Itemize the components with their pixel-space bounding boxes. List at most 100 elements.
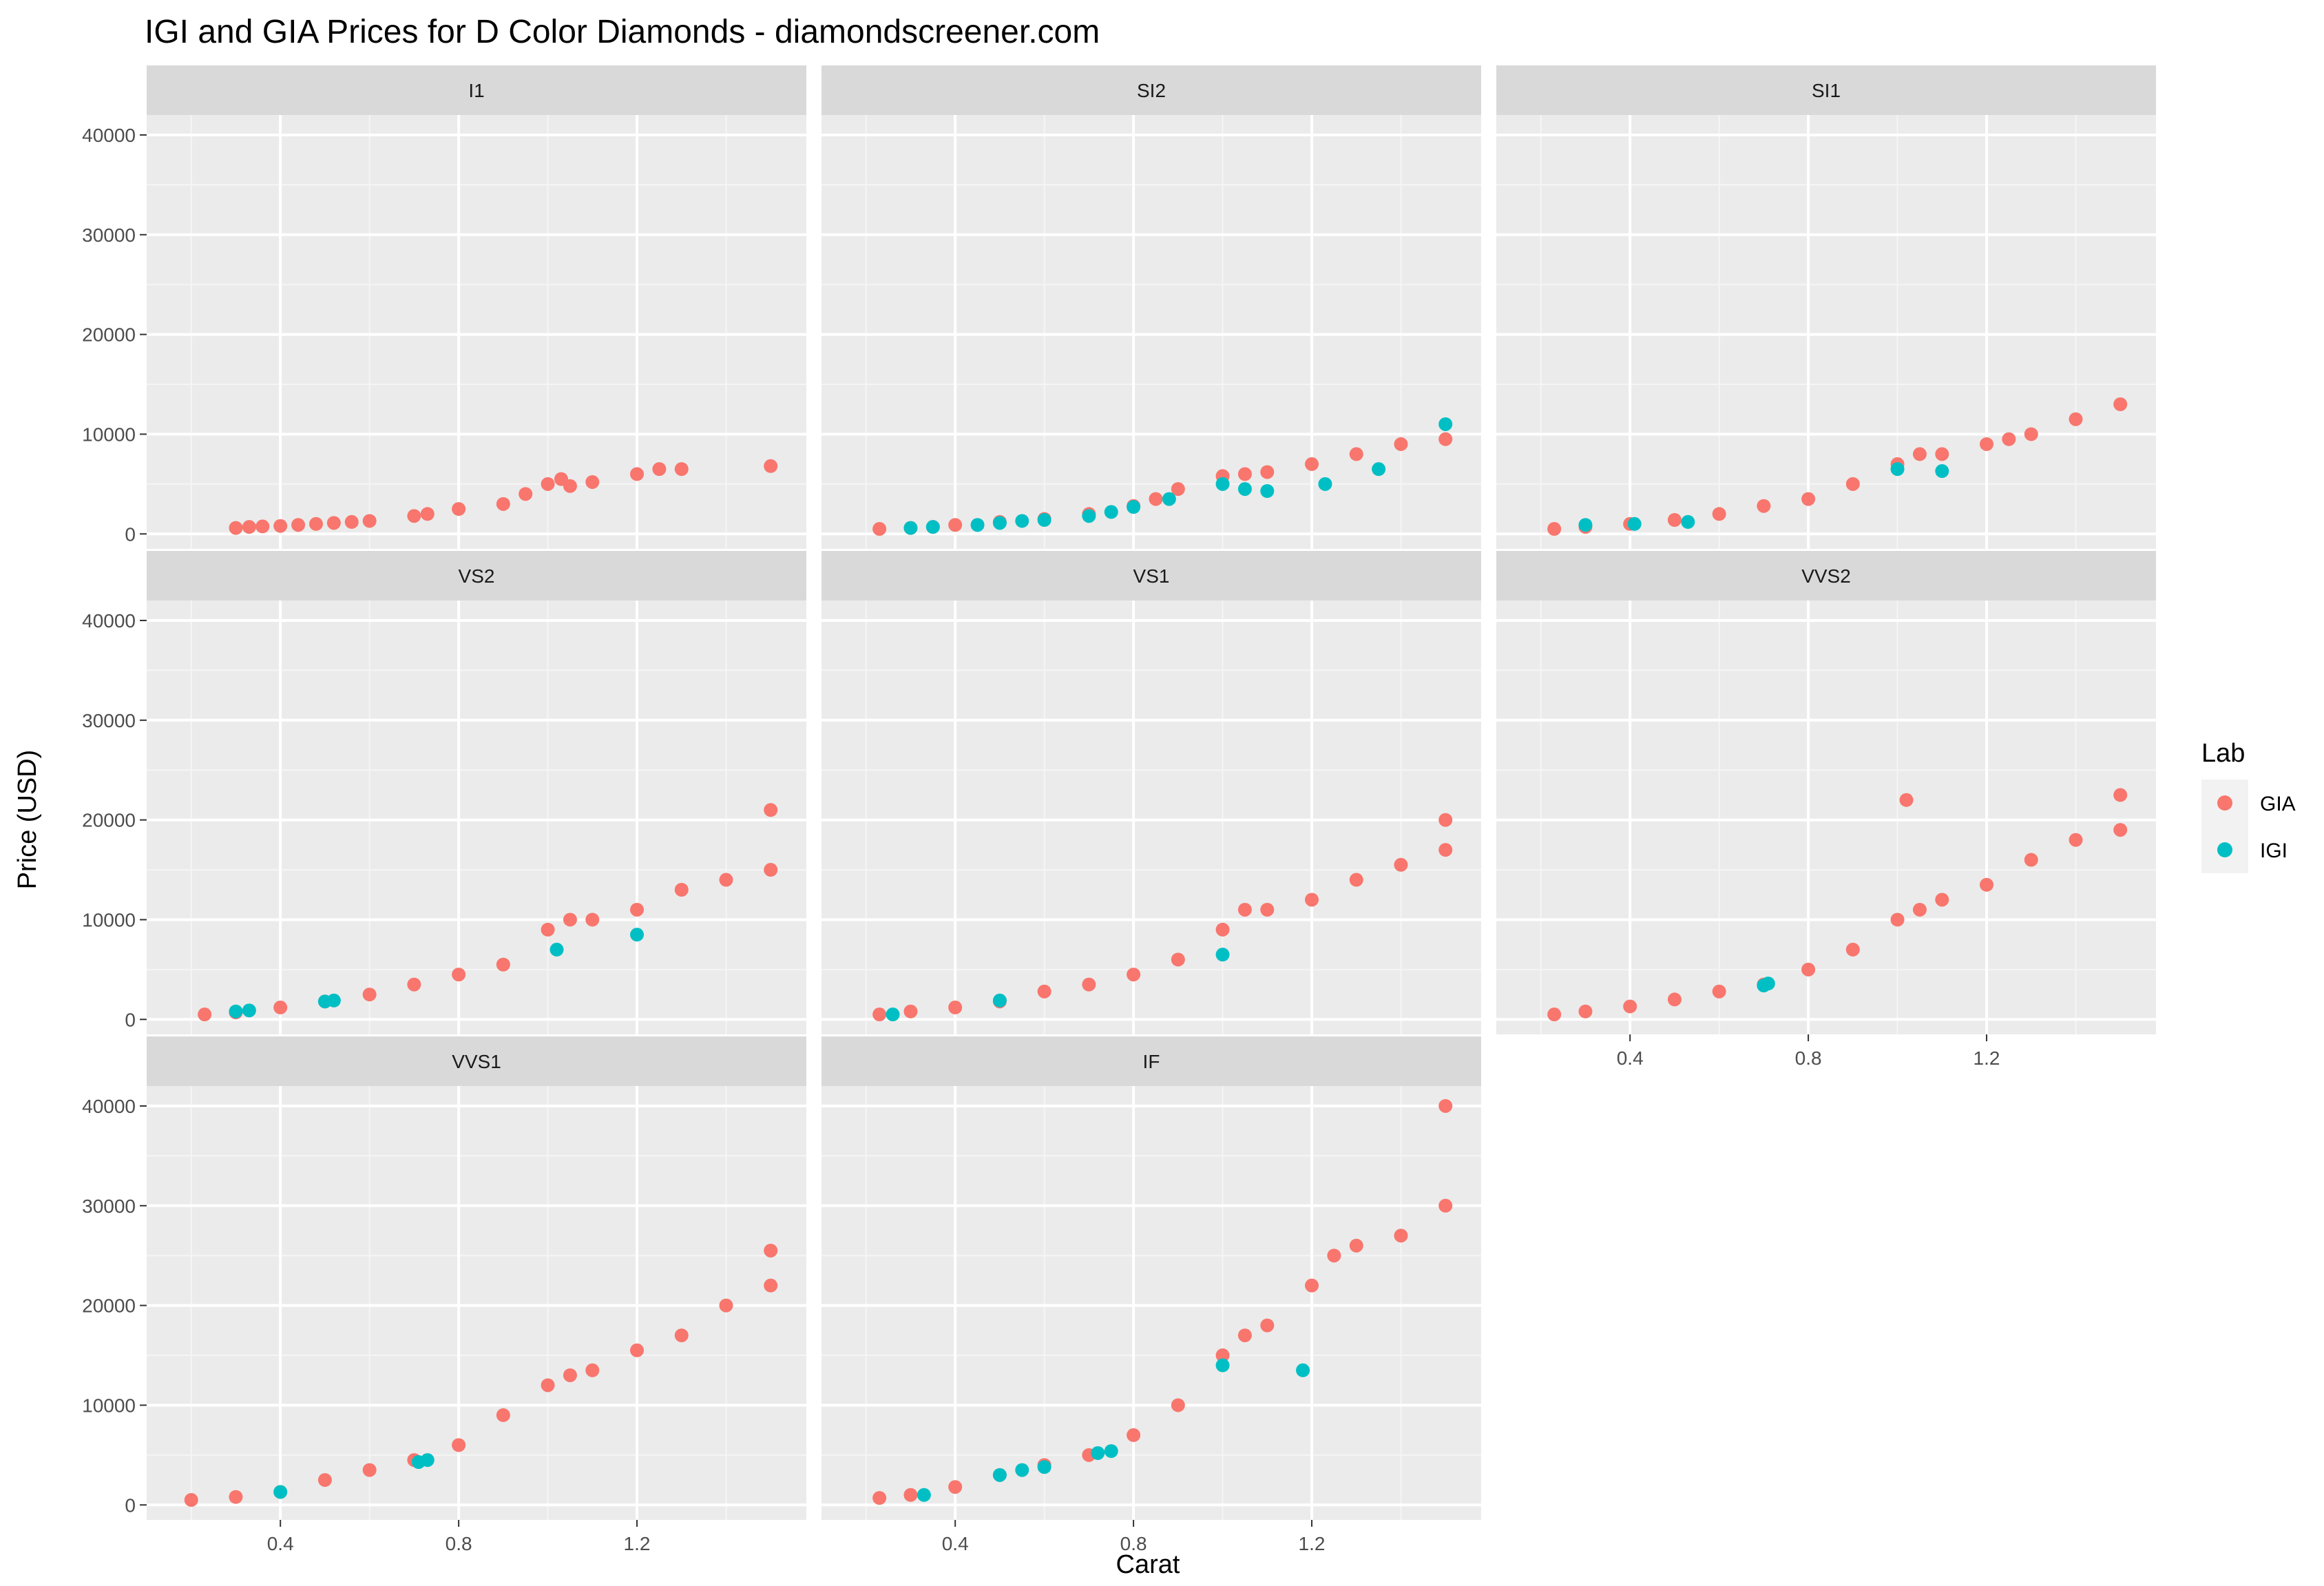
data-point-gia [2069,833,2083,847]
panel-background-vvs1 [147,1086,806,1520]
data-point-gia [1171,952,1185,967]
data-point-gia [1237,1328,1252,1343]
data-point-gia [1547,522,1562,536]
panel-background-vs2 [147,601,806,1034]
data-point-igi [992,1468,1007,1482]
data-point-gia [541,1378,555,1392]
data-point-gia [1037,984,1051,999]
facet-strip-label-vvs1: VVS1 [452,1051,501,1072]
data-point-gia [362,988,377,1002]
y-tick-label: 0 [125,1494,136,1516]
facet-strip-vs1 [821,551,1481,601]
legend-marker-gia [2217,795,2232,811]
facet-vvs1: VVS1 0 10000 20000 30000 40000 0.4 0.8 1.2 [82,1036,806,1554]
x-tick-label: 1.2 [1299,1533,1326,1554]
data-point-gia [1845,942,1860,957]
y-tick-label: 30000 [82,1196,136,1217]
data-point-gia [1305,893,1319,907]
y-axis-title: Price (USD) [13,750,42,890]
legend: Lab GIA IGI [2201,739,2296,873]
legend-label-gia: GIA [2260,793,2296,815]
data-point-igi [1438,417,1453,431]
y-tick-label: 20000 [82,324,136,346]
y-tick-label: 10000 [82,1395,136,1416]
data-point-gia [719,873,733,887]
facet-i1: I1 0 10000 20000 30000 40000 [82,65,806,549]
data-point-gia [1349,1238,1363,1253]
facet-strip-si2 [821,65,1481,115]
data-point-gia [674,883,689,897]
data-point-gia [764,863,778,877]
data-point-igi [1215,948,1230,962]
panel-background-si1 [1496,115,2156,549]
data-point-gia [872,1491,887,1505]
data-point-igi [1260,484,1275,498]
facet-panels: I1 0 10000 20000 30000 40000 SI2 SI1 VS2 0 10000 20… [82,65,2156,1554]
data-point-gia [1935,447,1949,461]
facet-vs2: VS2 0 10000 20000 30000 40000 [82,551,806,1034]
data-point-gia [630,467,645,481]
data-point-gia [1438,432,1453,446]
data-point-igi [242,1003,256,1018]
data-point-gia [764,1243,778,1258]
data-point-gia [1171,1398,1185,1412]
data-point-gia [519,487,533,501]
data-point-gia [496,497,510,511]
facet-vs1: VS1 [821,551,1481,1034]
data-point-gia [764,1278,778,1293]
data-point-igi [1037,513,1051,527]
data-point-gia [1394,437,1408,451]
facet-si2: SI2 [821,65,1481,549]
data-point-gia [948,518,963,532]
data-point-igi [1318,477,1332,491]
data-point-gia [317,1473,332,1488]
facet-strip-label-vvs2: VVS2 [1801,565,1851,587]
facet-strip-i1 [147,65,806,115]
facet-vvs2: VVS2 0.4 0.8 1.2 [1496,551,2156,1069]
data-point-igi [1627,517,1642,531]
facet-strip-vvs2 [1496,551,2156,601]
data-point-igi [1296,1363,1310,1377]
data-point-gia [452,968,466,982]
data-point-gia [948,1480,963,1494]
data-point-gia [2113,397,2128,411]
y-tick-label: 40000 [82,1096,136,1117]
data-point-igi [229,1004,243,1019]
data-point-gia [1623,999,1637,1014]
data-point-gia [2113,788,2128,802]
x-tick-label: 0.8 [1795,1047,1822,1069]
data-point-gia [872,1008,887,1022]
data-point-gia [652,462,667,477]
data-point-gia [452,502,466,517]
y-tick-label: 0 [125,1009,136,1030]
data-point-gia [674,1328,689,1343]
data-point-gia [1215,922,1230,937]
data-point-gia [1438,843,1453,857]
data-point-gia [1899,793,1914,807]
data-point-gia [242,520,256,534]
facet-strip-label-i1: I1 [468,80,484,101]
data-point-igi [1091,1446,1105,1460]
data-point-gia [1349,447,1363,461]
facet-strip-label-if: IF [1143,1051,1160,1072]
data-point-gia [420,507,435,521]
panel-background-if [821,1086,1481,1520]
data-point-igi [420,1453,435,1468]
x-tick-label: 0.4 [1617,1047,1644,1069]
data-point-igi [1015,514,1029,528]
data-point-gia [1127,1428,1141,1442]
y-tick-label: 10000 [82,909,136,930]
data-point-gia [1305,1278,1319,1293]
data-point-gia [1578,1004,1593,1019]
y-tick-label: 30000 [82,710,136,731]
data-point-gia [1438,1098,1453,1113]
data-point-igi [273,1485,288,1499]
facet-strip-label-si2: SI2 [1137,80,1166,101]
y-tick-label: 20000 [82,810,136,831]
data-point-igi [1935,464,1949,479]
data-point-gia [229,521,243,535]
data-point-gia [273,1000,288,1014]
x-tick-label: 0.4 [942,1533,969,1554]
data-point-gia [1260,902,1275,917]
data-point-igi [925,520,940,534]
